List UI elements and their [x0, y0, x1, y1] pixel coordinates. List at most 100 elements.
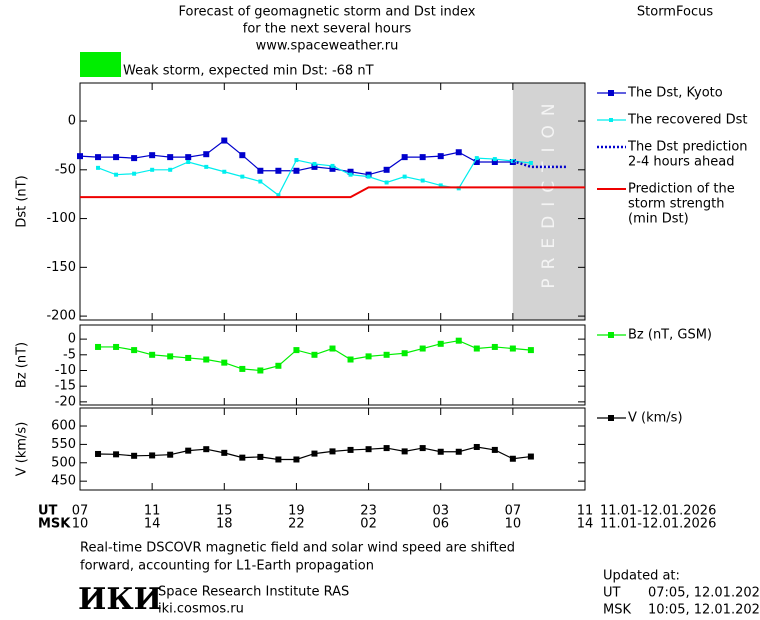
data-point — [509, 455, 516, 462]
y-tick-label: -200 — [46, 309, 76, 324]
data-point — [473, 159, 480, 165]
updated-ut: 07:05, 12.01.2026 — [648, 586, 760, 601]
data-point — [293, 347, 300, 354]
data-point — [401, 350, 408, 357]
data-point — [473, 443, 480, 450]
date-range: 11.01-12.01.2026 — [600, 504, 716, 519]
data-point — [347, 446, 354, 453]
series-line — [80, 186, 585, 199]
institute: Space Research Institute RAS — [158, 585, 349, 600]
data-point — [221, 449, 228, 456]
data-point — [222, 169, 227, 174]
x-tick-label-ut: 11 — [577, 504, 594, 519]
data-point — [168, 167, 173, 172]
y-tick-label: 0 — [68, 114, 76, 129]
data-point — [366, 174, 371, 179]
msk-label: MSK — [38, 517, 71, 532]
data-point — [257, 367, 264, 374]
ut-label: UT — [38, 504, 58, 519]
y-tick-label: -20 — [55, 394, 76, 409]
data-point — [455, 337, 462, 344]
y-tick-label: 500 — [51, 455, 76, 470]
plot-frame — [79, 407, 586, 491]
data-point — [527, 347, 534, 354]
subtitle: for the next several hours — [243, 22, 412, 37]
data-point — [240, 174, 245, 179]
data-point — [132, 171, 137, 176]
data-point — [239, 152, 246, 159]
x-tick-label-msk: 14 — [144, 517, 161, 532]
data-point — [293, 456, 300, 463]
data-point — [401, 448, 408, 455]
data-point — [491, 159, 498, 165]
plot-frame — [79, 324, 586, 406]
data-point — [203, 356, 210, 363]
y-tick-label: 600 — [51, 419, 76, 434]
x-tick-label-msk: 10 — [72, 517, 89, 532]
date-range: 11.01-12.01.2026 — [600, 517, 716, 532]
prediction-zone — [512, 83, 585, 320]
data-point — [131, 452, 138, 459]
data-point — [455, 448, 462, 455]
x-tick-label-msk: 14 — [577, 517, 594, 532]
data-point — [276, 193, 281, 198]
x-tick-label-msk: 06 — [432, 517, 449, 532]
data-point — [473, 345, 480, 352]
data-point — [527, 453, 534, 460]
data-point — [365, 353, 372, 360]
x-tick-label-ut: 07 — [505, 504, 522, 519]
data-point — [329, 345, 336, 352]
y-tick-label: -15 — [55, 379, 76, 394]
data-point — [203, 446, 210, 453]
data-point — [113, 154, 120, 161]
url: www.spaceweather.ru — [256, 39, 399, 54]
y-axis-label: Dst (nT) — [15, 175, 30, 227]
data-point — [383, 445, 390, 452]
y-tick-label: 450 — [51, 474, 76, 489]
data-point — [150, 167, 155, 172]
data-point — [113, 451, 120, 458]
data-point — [95, 154, 102, 161]
x-tick-label-ut: 15 — [216, 504, 233, 519]
data-point — [293, 167, 300, 174]
updated-msk: 10:05, 12.01.2026 — [648, 603, 760, 618]
legend-marker — [609, 118, 613, 122]
x-tick-label-ut: 19 — [288, 504, 305, 519]
prediction-label: PREDICTION — [539, 94, 559, 288]
data-point — [420, 178, 425, 183]
logo: ИКИ — [78, 582, 162, 617]
legend-marker — [608, 332, 614, 338]
data-point — [96, 165, 101, 170]
title: Forecast of geomagnetic storm and Dst in… — [178, 5, 475, 20]
data-point — [221, 359, 228, 366]
data-point — [113, 343, 120, 350]
data-point — [114, 172, 119, 177]
y-tick-label: -100 — [46, 211, 76, 226]
data-point — [275, 167, 282, 174]
data-point — [437, 448, 444, 455]
data-point — [311, 450, 318, 457]
data-point — [329, 165, 336, 172]
data-point — [438, 183, 443, 188]
legend-marker — [608, 415, 614, 421]
data-point — [455, 149, 462, 156]
data-point — [509, 345, 516, 352]
data-point — [239, 454, 246, 461]
status-text: Weak storm, expected min Dst: -68 nT — [123, 64, 374, 79]
legend-label: 2-4 hours ahead — [628, 155, 734, 170]
legend-label: storm strength — [628, 197, 725, 212]
brand: StormFocus — [637, 5, 713, 20]
y-tick-label: 550 — [51, 437, 76, 452]
data-point — [311, 351, 318, 358]
data-point — [311, 163, 318, 170]
x-tick-label-msk: 02 — [360, 517, 377, 532]
y-tick-label: -10 — [55, 363, 76, 378]
data-point — [401, 154, 408, 161]
updated-ut-label: UT — [603, 586, 621, 601]
data-point — [131, 347, 138, 354]
data-point — [383, 166, 390, 173]
data-point — [474, 156, 479, 161]
data-point — [203, 151, 210, 158]
data-point — [275, 362, 282, 369]
